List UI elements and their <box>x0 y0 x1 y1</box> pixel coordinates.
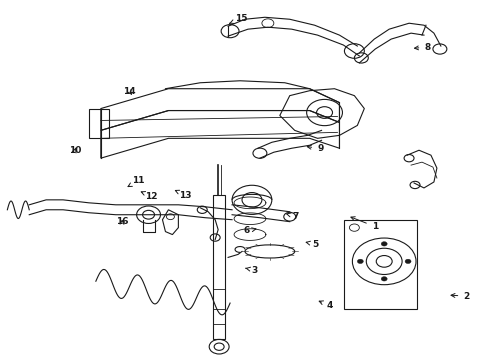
Text: 14: 14 <box>123 87 136 96</box>
Bar <box>213 195 225 339</box>
Text: 8: 8 <box>415 42 431 51</box>
Circle shape <box>381 277 387 281</box>
Text: 10: 10 <box>69 146 81 155</box>
Text: 12: 12 <box>141 192 158 201</box>
Text: 4: 4 <box>319 301 333 310</box>
Circle shape <box>381 242 387 246</box>
Bar <box>344 220 417 309</box>
Text: 11: 11 <box>128 176 145 186</box>
Text: 13: 13 <box>175 190 192 199</box>
Text: 3: 3 <box>246 266 258 275</box>
Text: 2: 2 <box>451 292 469 301</box>
Text: 9: 9 <box>307 144 323 153</box>
Text: 1: 1 <box>351 217 378 231</box>
Circle shape <box>357 259 363 264</box>
Bar <box>89 109 109 138</box>
Text: 16: 16 <box>116 217 128 226</box>
Text: 5: 5 <box>306 240 318 249</box>
Text: 7: 7 <box>287 212 299 221</box>
Text: 15: 15 <box>230 14 248 23</box>
Text: 6: 6 <box>244 226 256 235</box>
Circle shape <box>405 259 411 264</box>
